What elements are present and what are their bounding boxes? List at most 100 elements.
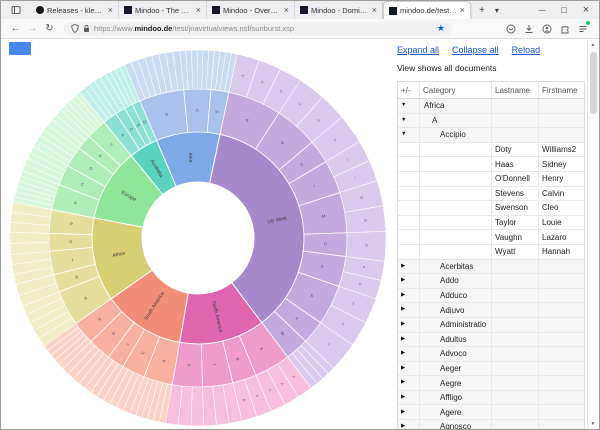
sunburst-category-slice[interactable] xyxy=(190,386,205,427)
cell-toggle[interactable]: ▶ xyxy=(398,405,419,419)
browser-tab[interactable]: Mindoo - Domino JNA Virt× xyxy=(295,1,383,19)
cell-toggle xyxy=(398,143,419,157)
cell-toggle[interactable]: ▼ xyxy=(398,128,419,142)
expand-twisty-icon[interactable]: ▶ xyxy=(401,364,406,371)
cell-toggle[interactable]: ▶ xyxy=(398,362,419,376)
maximize-button[interactable]: □ xyxy=(561,5,567,15)
cell-category[interactable]: Aeger xyxy=(419,361,491,376)
cell-category[interactable]: A xyxy=(419,113,491,128)
scrollbar-thumb[interactable] xyxy=(590,52,597,114)
cell-category[interactable]: Advoco xyxy=(419,347,491,361)
sunburst-label: A xyxy=(292,375,297,380)
cell-toggle[interactable]: ▶ xyxy=(398,274,419,288)
cell-category[interactable]: Acerbitas xyxy=(419,259,491,274)
cell-toggle[interactable]: ▼ xyxy=(398,114,419,128)
expand-twisty-icon[interactable]: ▶ xyxy=(401,320,406,327)
new-tab-button[interactable]: + xyxy=(479,4,485,16)
reload-link[interactable]: Reload xyxy=(511,45,541,55)
cell-toggle[interactable]: ▶ xyxy=(398,391,419,405)
sunburst-category-slice[interactable] xyxy=(119,64,141,103)
expand-twisty-icon[interactable]: ▶ xyxy=(401,291,406,298)
sunburst-category-slice[interactable] xyxy=(191,49,198,90)
tracking-shield-icon[interactable] xyxy=(71,24,79,33)
cell-category[interactable]: Adduco xyxy=(419,288,491,303)
cell-category[interactable]: Africa xyxy=(419,99,491,113)
browser-tab[interactable]: Releases - klehmann/domi× xyxy=(31,1,119,19)
cell-firstname xyxy=(538,113,584,128)
back-button[interactable]: ← xyxy=(10,23,21,34)
reload-button[interactable]: ↻ xyxy=(45,23,54,34)
expand-twisty-icon[interactable]: ▶ xyxy=(401,306,406,313)
cell-toggle[interactable]: ▶ xyxy=(398,260,419,274)
cell-category[interactable]: Agere xyxy=(419,405,491,420)
downloads-icon[interactable] xyxy=(522,22,535,35)
github-favicon-icon xyxy=(36,6,44,14)
sunburst-category-slice[interactable] xyxy=(9,231,50,244)
cell-toggle[interactable]: ▶ xyxy=(398,420,419,430)
cell-category[interactable]: Aegre xyxy=(419,376,491,390)
expand-twisty-icon[interactable]: ▶ xyxy=(401,393,406,400)
view-row-category: ▶ Aeger xyxy=(398,361,584,377)
cell-category[interactable]: Addo xyxy=(419,274,491,288)
cell-toggle[interactable]: ▶ xyxy=(398,303,419,317)
tab-close-icon[interactable]: × xyxy=(107,4,113,15)
expand-all-link[interactable]: Expand all xyxy=(397,45,440,55)
cell-toggle[interactable]: ▶ xyxy=(398,347,419,361)
view-row-document: Doty Williams2 xyxy=(398,142,584,158)
cell-category[interactable]: Administratio xyxy=(419,317,491,332)
forward-button[interactable]: → xyxy=(27,23,38,34)
cell-toggle[interactable]: ▶ xyxy=(398,289,419,303)
tab-close-icon[interactable]: × xyxy=(459,5,465,15)
sunburst-label: B xyxy=(235,357,241,361)
cell-toggle[interactable]: ▶ xyxy=(398,318,419,332)
sunburst-label: A xyxy=(73,200,77,206)
collapse-twisty-icon[interactable]: ▼ xyxy=(401,116,407,123)
lock-icon[interactable] xyxy=(83,24,90,33)
cell-category[interactable]: Adultus xyxy=(419,332,491,347)
cell-category[interactable]: Adiuvo xyxy=(419,303,491,317)
cell-lastname xyxy=(491,274,538,288)
sidebar-extension-icon[interactable] xyxy=(576,21,590,35)
view-row-category: ▶ Acerbitas xyxy=(398,259,584,275)
expand-twisty-icon[interactable]: ▶ xyxy=(401,277,406,284)
collapse-twisty-icon[interactable]: ▼ xyxy=(401,131,407,138)
tab-title: Mindoo - Domino JNA Virt xyxy=(311,5,369,15)
cell-category[interactable]: Affligo xyxy=(419,390,491,405)
extensions-icon[interactable] xyxy=(558,22,571,35)
browser-tab[interactable]: Mindoo - Overview of Dom× xyxy=(207,1,295,19)
collapse-twisty-icon[interactable]: ▼ xyxy=(401,102,407,109)
list-tabs-button[interactable]: ▾ xyxy=(494,5,499,15)
pocket-icon[interactable] xyxy=(504,22,517,35)
cell-firstname: Cleo xyxy=(538,201,584,215)
expand-twisty-icon[interactable]: ▶ xyxy=(401,350,406,357)
cell-toggle[interactable]: ▶ xyxy=(398,376,419,390)
scroll-down-icon[interactable]: ▼ xyxy=(590,421,596,427)
close-window-button[interactable]: × xyxy=(582,4,590,16)
expand-twisty-icon[interactable]: ▶ xyxy=(401,408,406,415)
minimize-button[interactable]: — xyxy=(538,6,546,14)
cell-toggle[interactable]: ▼ xyxy=(398,99,419,113)
scroll-up-icon[interactable]: ▲ xyxy=(590,42,596,48)
cell-category[interactable]: Agnosco xyxy=(419,420,491,429)
collapse-all-link[interactable]: Collapse all xyxy=(452,45,499,55)
cell-category[interactable]: Accipio xyxy=(419,128,491,142)
tab-close-icon[interactable]: × xyxy=(283,4,289,15)
cell-toggle[interactable]: ▶ xyxy=(398,333,419,347)
sunburst-label: A xyxy=(241,73,246,77)
address-bar[interactable]: https://www.mindoo.de/test/jnavirtualvie… xyxy=(64,21,452,36)
url-text[interactable]: https://www.mindoo.de/test/jnavirtualvie… xyxy=(94,24,295,33)
bookmark-star-icon[interactable]: ★ xyxy=(436,23,445,33)
tab-close-icon[interactable]: × xyxy=(371,4,377,15)
browser-tab[interactable]: Mindoo - The pain of readi× xyxy=(119,1,207,19)
browser-tab[interactable]: mindoo.de/test/jnavirtualv× xyxy=(383,1,471,19)
tab-close-icon[interactable]: × xyxy=(195,4,201,15)
cell-lastname xyxy=(491,317,538,332)
expand-twisty-icon[interactable]: ▶ xyxy=(401,379,406,386)
page-scrollbar[interactable]: ▲ ▼ xyxy=(587,40,599,429)
firefox-view-icon[interactable] xyxy=(1,1,31,19)
account-icon[interactable] xyxy=(540,22,553,35)
expand-twisty-icon[interactable]: ▶ xyxy=(401,423,406,430)
expand-twisty-icon[interactable]: ▶ xyxy=(401,262,406,269)
expand-twisty-icon[interactable]: ▶ xyxy=(401,335,406,342)
